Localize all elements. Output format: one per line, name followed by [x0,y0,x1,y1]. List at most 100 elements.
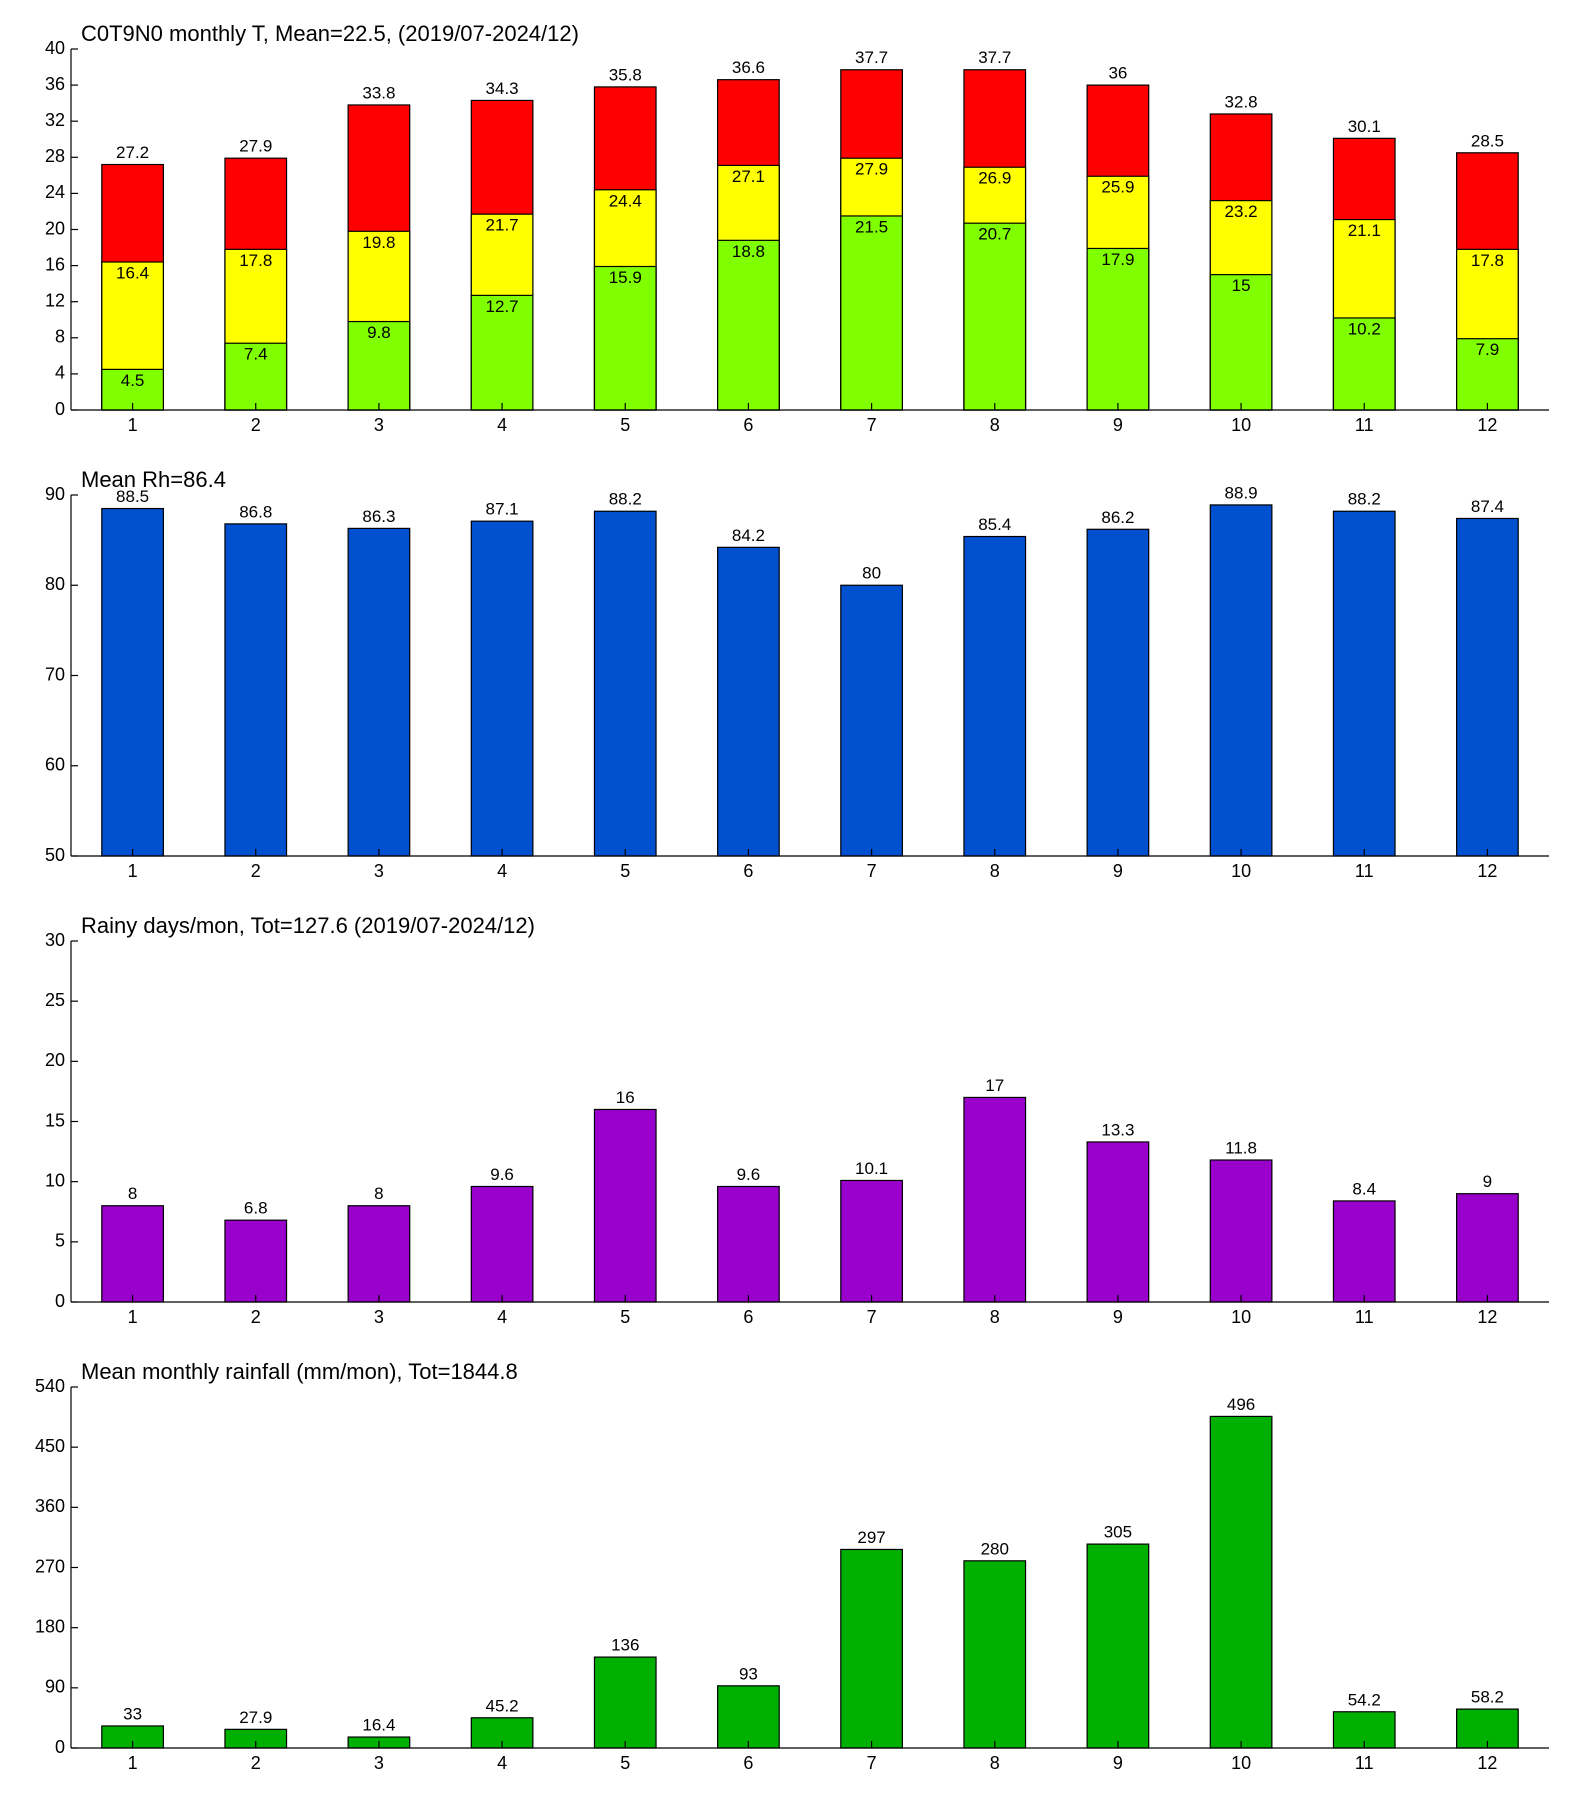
bar [224,523,288,857]
x-tick-label: 7 [867,1307,877,1327]
value-label: 28.5 [1471,131,1504,150]
x-tick-label: 10 [1231,1753,1251,1773]
x-tick-label: 9 [1113,861,1123,881]
x-tick-label: 1 [128,861,138,881]
value-label: 4.5 [121,371,145,390]
y-tick-label: 90 [45,1677,65,1697]
value-label: 27.2 [116,143,149,162]
value-label: 6.8 [244,1199,268,1218]
bar [1086,528,1150,857]
value-label: 16.4 [116,263,149,282]
bar [1332,510,1396,857]
value-label: 58.2 [1471,1688,1504,1707]
y-tick-label: 0 [55,1291,65,1311]
value-label: 86.3 [362,507,395,526]
value-label: 37.7 [855,48,888,67]
y-tick-label: 25 [45,990,65,1010]
bar [963,222,1027,411]
value-label: 21.7 [486,216,519,235]
value-label: 30.1 [1348,117,1381,136]
x-tick-label: 2 [251,861,261,881]
x-tick-label: 6 [743,1753,753,1773]
value-label: 12.7 [486,297,519,316]
value-label: 15.9 [609,268,642,287]
value-label: 54.2 [1348,1690,1381,1709]
x-tick-label: 9 [1113,415,1123,435]
value-label: 26.9 [978,169,1011,188]
x-tick-label: 10 [1231,1307,1251,1327]
y-tick-label: 8 [55,327,65,347]
x-tick-label: 4 [497,1307,507,1327]
value-label: 33.8 [362,83,395,102]
y-tick-label: 36 [45,74,65,94]
y-tick-label: 270 [35,1556,65,1576]
x-tick-label: 4 [497,861,507,881]
y-tick-label: 540 [35,1376,65,1396]
x-tick-label: 3 [374,415,384,435]
x-tick-label: 8 [990,1753,1000,1773]
bar [470,520,534,857]
chart-title: Rainy days/mon, Tot=127.6 (2019/07-2024/… [81,913,535,938]
value-label: 280 [981,1539,1009,1558]
x-tick-label: 6 [743,1307,753,1327]
y-tick-label: 12 [45,290,65,310]
x-tick-label: 1 [128,415,138,435]
x-tick-label: 3 [374,1307,384,1327]
value-label: 45.2 [486,1696,519,1715]
bar [470,1185,534,1303]
y-tick-label: 32 [45,110,65,130]
value-label: 23.2 [1225,202,1258,221]
x-tick-label: 11 [1355,415,1374,435]
y-tick-label: 40 [45,38,65,58]
x-tick-label: 8 [990,861,1000,881]
value-label: 13.3 [1101,1120,1134,1139]
bar [1086,1141,1150,1303]
y-tick-label: 20 [45,218,65,238]
value-label: 27.9 [239,137,272,156]
value-label: 496 [1227,1395,1255,1414]
value-label: 93 [739,1664,758,1683]
y-tick-label: 15 [45,1110,65,1130]
value-label: 16 [616,1088,635,1107]
y-tick-label: 24 [45,182,65,202]
bar [347,527,411,857]
bar [1086,247,1150,411]
value-label: 17.8 [239,251,272,270]
y-tick-label: 4 [55,363,65,383]
x-tick-label: 5 [620,861,630,881]
x-tick-label: 7 [867,1753,877,1773]
x-tick-label: 2 [251,1753,261,1773]
bar [963,535,1027,857]
y-tick-label: 80 [45,574,65,594]
value-label: 85.4 [978,515,1011,534]
x-tick-label: 1 [128,1753,138,1773]
y-tick-label: 30 [45,930,65,950]
value-label: 297 [857,1528,885,1547]
x-tick-label: 12 [1477,861,1497,881]
value-label: 11.8 [1225,1138,1257,1157]
x-tick-label: 7 [867,415,877,435]
value-label: 10.1 [855,1159,888,1178]
value-label: 20.7 [978,225,1011,244]
bar [963,1096,1027,1303]
bar [717,546,780,857]
value-label: 36.6 [732,58,765,77]
value-label: 88.2 [1348,490,1381,509]
x-tick-label: 10 [1231,415,1251,435]
bar [347,320,411,411]
value-label: 27.1 [732,167,765,186]
y-tick-label: 16 [45,254,65,274]
bar [840,1179,903,1303]
value-label: 80 [862,564,881,583]
value-label: 87.4 [1471,497,1504,516]
x-tick-label: 9 [1113,1307,1123,1327]
value-label: 136 [611,1636,639,1655]
x-tick-label: 12 [1477,1307,1497,1327]
x-tick-label: 6 [743,861,753,881]
x-tick-label: 11 [1355,1753,1374,1773]
y-tick-label: 5 [55,1231,65,1251]
value-label: 36 [1108,64,1127,83]
value-label: 88.9 [1225,483,1258,502]
x-tick-label: 3 [374,861,384,881]
bar [1209,504,1273,857]
